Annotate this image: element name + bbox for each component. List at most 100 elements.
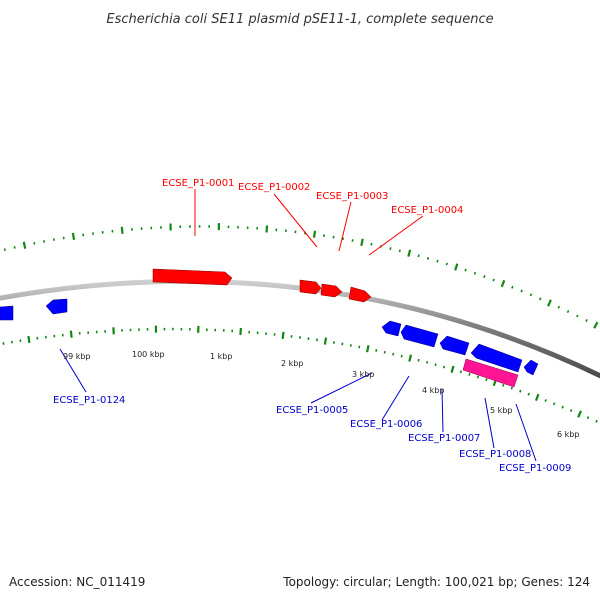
minor-tick bbox=[510, 386, 513, 390]
minor-tick bbox=[417, 358, 420, 362]
minor-tick bbox=[538, 297, 542, 301]
minor-tick bbox=[557, 305, 561, 309]
inner-tick-ring bbox=[2, 325, 598, 423]
minor-tick bbox=[370, 242, 373, 246]
gene-arrow-ecse-p1-0002[interactable] bbox=[299, 279, 322, 295]
major-tick bbox=[239, 327, 242, 336]
major-tick bbox=[281, 331, 285, 340]
minor-tick bbox=[389, 247, 392, 250]
minor-tick bbox=[349, 344, 352, 347]
reverse-gene-labels: ECSE_P1-0124 ECSE_P1-0005 ECSE_P1-0006 E… bbox=[53, 395, 571, 474]
gene-label-ecse-p1-0007[interactable]: ECSE_P1-0007 bbox=[408, 433, 480, 444]
minor-tick bbox=[585, 319, 588, 323]
accession-text: Accession: NC_011419 bbox=[9, 575, 145, 589]
outer-tick-ring bbox=[3, 223, 599, 329]
tick-label: 2 kbp bbox=[281, 359, 303, 368]
gene-arrow-ecse-p1-0006[interactable] bbox=[400, 324, 439, 348]
major-tick bbox=[360, 238, 364, 247]
tick-label: 1 kbp bbox=[210, 352, 232, 361]
gene-arrow-left-2[interactable] bbox=[45, 298, 68, 315]
gene-label-ecse-p1-0004[interactable]: ECSE_P1-0004 bbox=[391, 205, 463, 216]
tick-label: 6 kbp bbox=[557, 430, 579, 439]
minor-tick bbox=[468, 372, 471, 376]
minor-tick bbox=[566, 310, 570, 314]
minor-tick bbox=[3, 248, 6, 252]
forward-leader-lines bbox=[194, 189, 424, 256]
major-tick bbox=[69, 330, 73, 338]
minor-tick bbox=[595, 419, 598, 423]
minor-tick bbox=[445, 262, 448, 266]
minor-tick bbox=[341, 342, 344, 346]
tick-label: 100 kbp bbox=[132, 350, 165, 359]
minor-tick bbox=[561, 405, 564, 409]
minor-tick bbox=[426, 256, 430, 260]
tick-label: 99 kbp bbox=[63, 352, 91, 361]
minor-tick bbox=[400, 354, 403, 358]
minor-tick bbox=[342, 237, 345, 241]
major-tick bbox=[120, 226, 124, 234]
gene-label-ecse-p1-0124[interactable]: ECSE_P1-0124 bbox=[53, 395, 125, 406]
major-tick bbox=[265, 225, 269, 233]
minor-tick bbox=[511, 285, 514, 289]
forward-genes bbox=[152, 268, 372, 303]
minor-tick bbox=[520, 289, 523, 293]
summary-text: Topology: circular; Length: 100,021 bp; … bbox=[282, 575, 590, 589]
gene-label-ecse-p1-0002[interactable]: ECSE_P1-0002 bbox=[238, 182, 310, 193]
gene-arrow-ecse-p1-0004[interactable] bbox=[348, 286, 372, 303]
minor-tick bbox=[13, 246, 16, 249]
minor-tick bbox=[544, 399, 547, 402]
major-tick bbox=[500, 279, 506, 288]
minor-tick bbox=[485, 378, 488, 382]
minor-tick bbox=[473, 271, 477, 275]
gene-label-ecse-p1-0005[interactable]: ECSE_P1-0005 bbox=[276, 405, 348, 416]
gene-arrow-left-1[interactable] bbox=[0, 305, 14, 321]
minor-tick bbox=[392, 352, 395, 356]
major-tick bbox=[27, 335, 31, 344]
gene-arrow-ecse-p1-0005[interactable] bbox=[381, 320, 402, 337]
minor-tick bbox=[529, 293, 533, 297]
reverse-leader-lines bbox=[59, 348, 537, 462]
gene-arrow-ecse-p1-0001[interactable] bbox=[152, 268, 233, 286]
map-title: Escherichia coli SE11 plasmid pSE11-1, c… bbox=[106, 12, 493, 27]
minor-tick bbox=[426, 361, 429, 364]
minor-tick bbox=[483, 275, 486, 279]
major-tick bbox=[22, 241, 27, 249]
gene-arrow-ecse-p1-0003[interactable] bbox=[320, 283, 343, 298]
major-tick bbox=[71, 232, 76, 240]
minor-tick bbox=[459, 370, 463, 374]
minor-tick bbox=[398, 249, 401, 253]
minor-tick bbox=[436, 259, 439, 263]
major-tick bbox=[577, 410, 582, 418]
major-tick bbox=[547, 299, 552, 307]
tick-label: 5 kbp bbox=[490, 406, 512, 415]
minor-tick bbox=[576, 314, 579, 318]
major-tick bbox=[534, 393, 540, 401]
major-tick bbox=[312, 230, 317, 238]
major-tick bbox=[366, 345, 370, 353]
minor-tick bbox=[375, 349, 378, 352]
gene-label-ecse-p1-0009[interactable]: ECSE_P1-0009 bbox=[499, 463, 571, 474]
minor-tick bbox=[434, 363, 437, 367]
gene-label-ecse-p1-0006[interactable]: ECSE_P1-0006 bbox=[350, 419, 422, 430]
tick-label: 4 kbp bbox=[422, 386, 444, 395]
minor-tick bbox=[351, 239, 354, 242]
minor-tick bbox=[552, 402, 556, 406]
gene-label-ecse-p1-0008[interactable]: ECSE_P1-0008 bbox=[459, 449, 531, 460]
major-tick bbox=[593, 321, 599, 329]
minor-tick bbox=[502, 383, 505, 387]
major-tick bbox=[450, 365, 455, 374]
rna-gene-block[interactable] bbox=[462, 358, 519, 388]
tick-label: 3 kbp bbox=[352, 370, 374, 379]
forward-gene-labels: ECSE_P1-0001 ECSE_P1-0002 ECSE_P1-0003 E… bbox=[162, 178, 463, 216]
gene-arrow-ecse-p1-0008[interactable] bbox=[470, 343, 523, 373]
minor-tick bbox=[492, 278, 495, 282]
minor-tick bbox=[417, 254, 420, 258]
minor-tick bbox=[332, 235, 335, 239]
tick-labels: 99 kbp 100 kbp 1 kbp 2 kbp 3 kbp 4 kbp 5… bbox=[63, 350, 579, 439]
gene-label-ecse-p1-0001[interactable]: ECSE_P1-0001 bbox=[162, 178, 234, 189]
gene-arrow-ecse-p1-0009[interactable] bbox=[523, 359, 539, 376]
gene-arrow-ecse-p1-0007[interactable] bbox=[439, 335, 470, 356]
gene-label-ecse-p1-0003[interactable]: ECSE_P1-0003 bbox=[316, 191, 388, 202]
reverse-genes bbox=[0, 298, 539, 376]
